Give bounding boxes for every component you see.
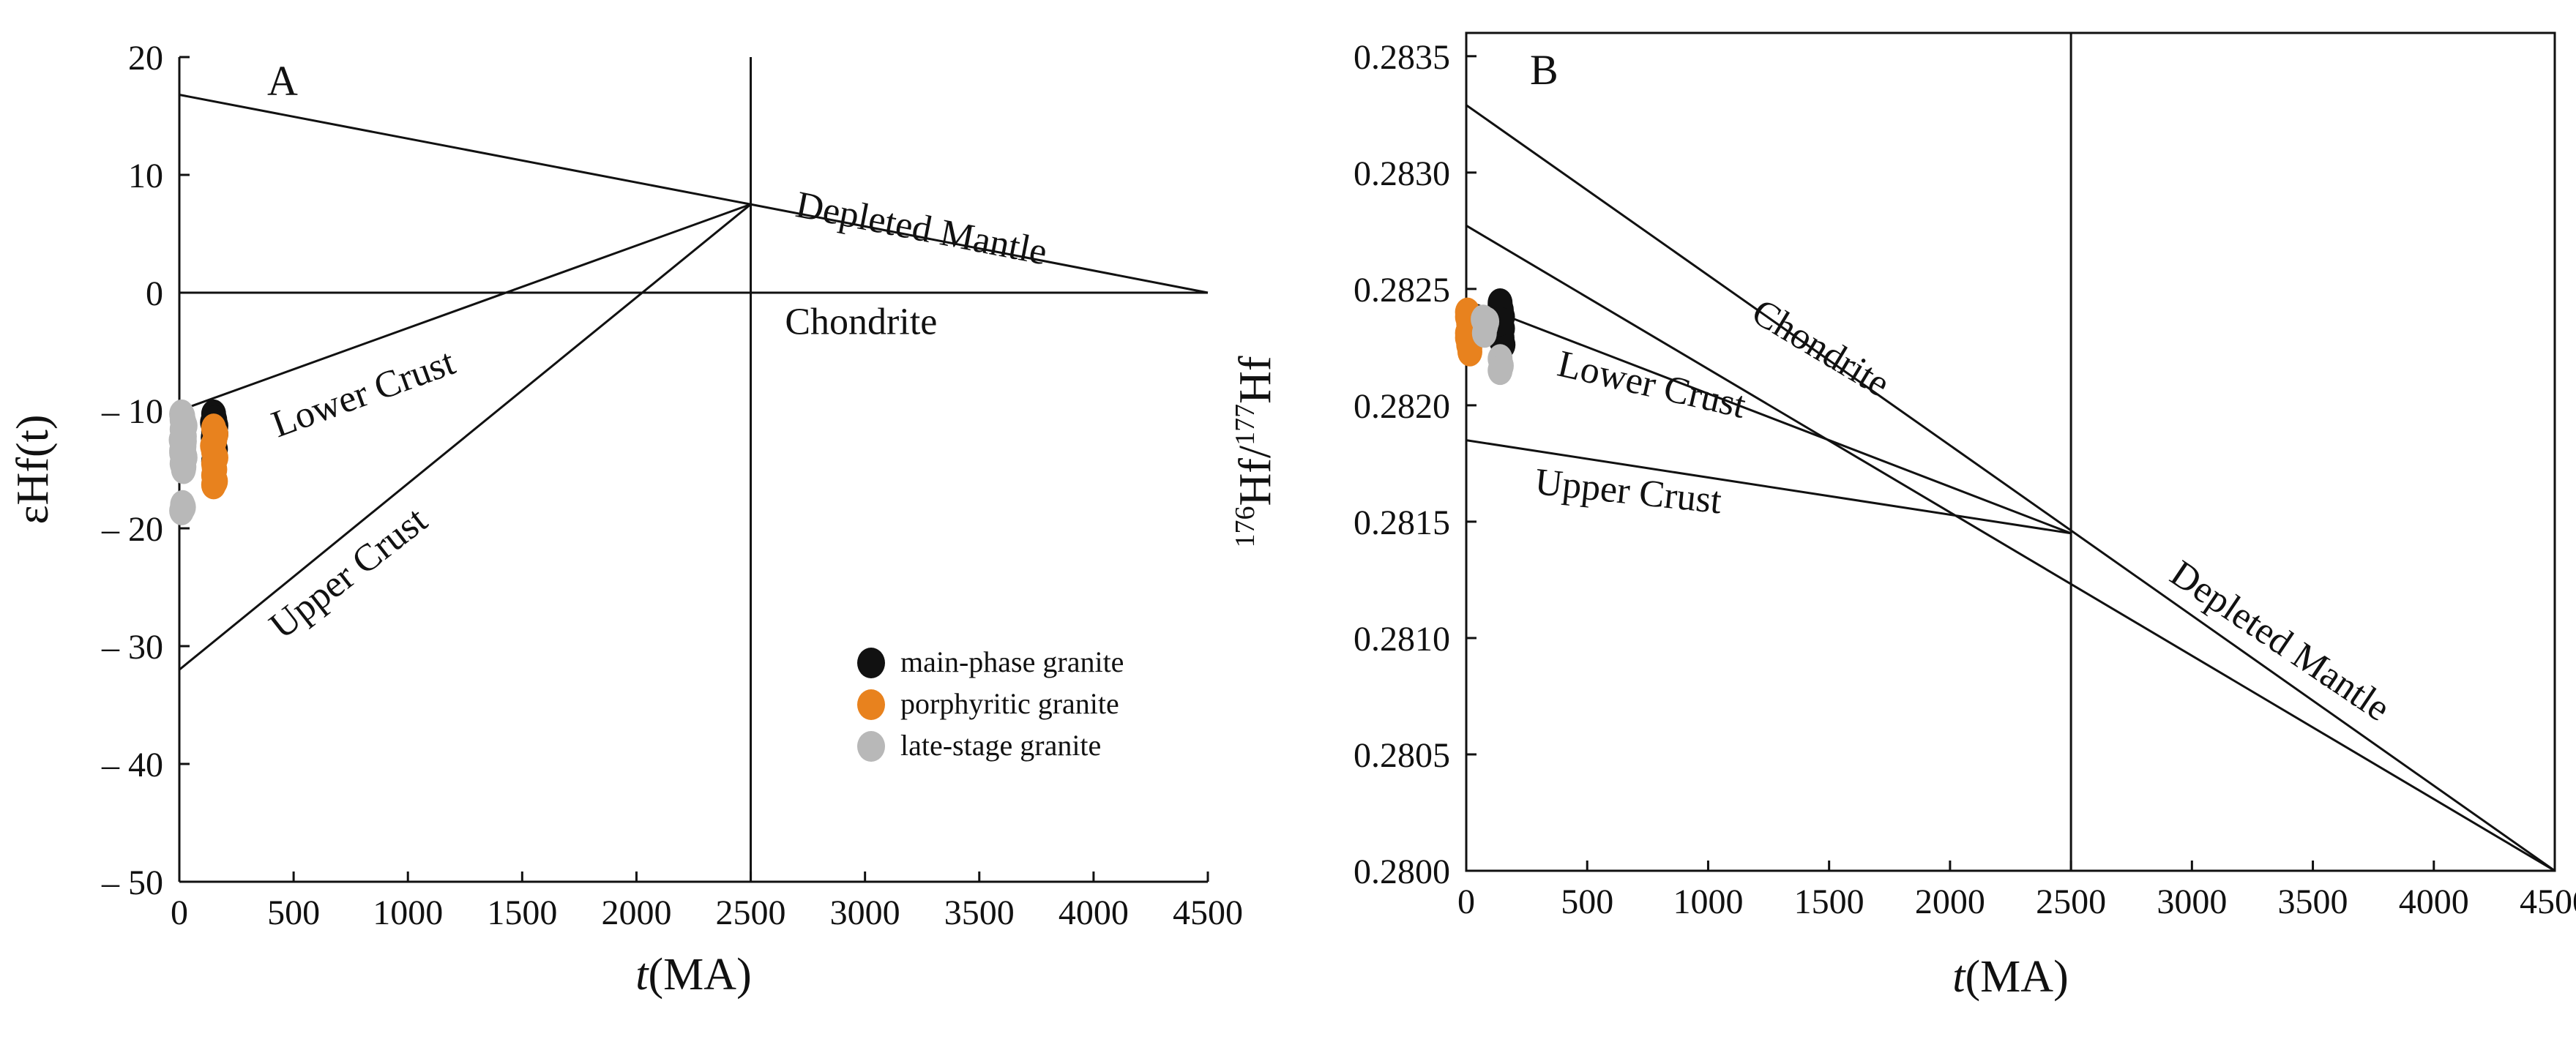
panel-b-line-chondrite — [1466, 225, 2556, 872]
panel-a-label-lower-crust: Lower Crust — [266, 341, 461, 446]
panel-a-y-tick-label: 0 — [146, 274, 163, 313]
panel-a-x-tick-label: 4500 — [1173, 893, 1243, 932]
panel-a-line-lower-crust — [179, 203, 752, 412]
panel-a-x-tick-label: 3000 — [830, 893, 900, 932]
panel-a-y-tick-label: 20 — [128, 39, 163, 78]
panel-a-x-tick-label: 1500 — [487, 893, 557, 932]
panel-a-point-porphyritic-granite — [201, 470, 226, 500]
panel-b-y-axis-title: 176Hf/177Hf — [1230, 356, 1280, 547]
panel-b-y-tick-label: 0.2805 — [1354, 736, 1450, 775]
panel-a-point-late-stage-granite — [170, 423, 195, 453]
panel-b-line-depleted-mantle — [1466, 104, 2556, 872]
panel-b-x-tick-label: 1500 — [1794, 882, 1864, 921]
panel-b-x-tick-label: 0 — [1457, 882, 1475, 921]
panel-b-y-tick-label: 0.2820 — [1354, 387, 1450, 426]
panel-b-x-tick-label: 2000 — [1915, 882, 1985, 921]
panel-b-chart: 0 500 1000 1500 2000 2500 3000 3500 4000 4500 0.28… — [1230, 31, 2576, 1002]
panel-b-point-porphyritic-granite — [1457, 337, 1482, 367]
panel-b-x-tick-label: 1000 — [1673, 882, 1743, 921]
panel-a-x-tick-label: 2500 — [716, 893, 786, 932]
panel-a-legend-label-late-stage-granite: late-stage granite — [900, 729, 1101, 762]
panel-b-x-tick-label: 4000 — [2399, 882, 2469, 921]
panel-b-x-tick-label: 500 — [1561, 882, 1613, 921]
panel-a-y-tick-label: – 50 — [101, 863, 163, 902]
panel-a-legend-marker-main-phase-granite — [857, 648, 885, 678]
panel-b-x-tick-label: 4500 — [2520, 882, 2576, 921]
panel-b-point-late-stage-granite — [1474, 307, 1500, 337]
panel-b-y-tick-label: 0.2835 — [1354, 38, 1450, 77]
panel-a-x-tick-label: 500 — [267, 893, 320, 932]
panel-a-y-tick-label: 10 — [128, 157, 163, 195]
panel-b-label-chondrite: Chondrite — [1744, 291, 1897, 405]
panel-a-y-axis-title: εHf(t) — [8, 415, 58, 525]
panel-b-y-tick-label: 0.2800 — [1354, 852, 1450, 891]
panel-b-label-depleted-mantle: Depleted Mantle — [2163, 552, 2397, 730]
panel-a-y-tick-label: – 20 — [101, 510, 163, 549]
panel-a-x-tick-label: 4000 — [1059, 893, 1129, 932]
panel-a-legend-label-main-phase-granite: main-phase granite — [900, 645, 1124, 678]
panel-b-line-upper-crust — [1466, 439, 2072, 535]
panel-b-letter: B — [1530, 46, 1558, 94]
panel-a-y-tick-label: – 10 — [101, 392, 163, 431]
panel-b-y-tick-label: 0.2825 — [1354, 271, 1450, 310]
panel-a-y-tick-label: – 40 — [101, 746, 163, 784]
panel-b-frame — [1465, 31, 2556, 872]
panel-a-x-tick-label: 0 — [171, 893, 188, 932]
panel-a-letter: A — [267, 57, 298, 105]
panel-a-legend-marker-porphyritic-granite — [857, 689, 885, 720]
panel-b-y-tick-label: 0.2810 — [1354, 620, 1450, 659]
panel-b-line-lower-crust — [1466, 299, 2072, 535]
panel-a-y-tick-label: – 30 — [101, 628, 163, 667]
panel-a-label-chondrite: Chondrite — [785, 301, 937, 342]
panel-a-point-late-stage-granite — [171, 492, 196, 522]
panel-b-x-tick-label: 3500 — [2278, 882, 2348, 921]
panel-a-line-depleted-mantle — [179, 94, 1209, 294]
panel-b-y-tick-label: 0.2830 — [1354, 154, 1450, 193]
panel-a-x-tick-label: 3500 — [944, 893, 1015, 932]
panel-b-y-tick-label: 0.2815 — [1354, 503, 1450, 542]
panel-b-x-tick-label: 3000 — [2157, 882, 2227, 921]
panel-a-x-tick-label: 1000 — [373, 893, 443, 932]
panel-b-label-lower-crust: Lower Crust — [1554, 343, 1750, 427]
panel-b-point-late-stage-granite — [1487, 356, 1513, 386]
panel-a-chart: 0 500 1000 1500 2000 2500 3000 3500 4000 4500 20 10… — [8, 39, 1243, 1000]
panel-b-label-upper-crust: Upper Crust — [1533, 461, 1724, 522]
panel-a-line-upper-crust — [179, 203, 752, 671]
panel-a-label-depleted-mantle: Depleted Mantle — [793, 184, 1050, 273]
panel-a-x-axis-title: t(MA) — [635, 950, 751, 1000]
panel-b-x-axis-title: t(MA) — [1952, 952, 2068, 1002]
panel-a-legend-marker-late-stage-granite — [857, 731, 885, 762]
panel-a-label-upper-crust: Upper Crust — [262, 499, 436, 648]
panel-a-point-late-stage-granite — [171, 454, 196, 484]
panel-a-x-tick-label: 2000 — [601, 893, 671, 932]
panel-a-legend-label-porphyritic-granite: porphyritic granite — [900, 687, 1119, 720]
panel-b-x-tick-label: 2500 — [2036, 882, 2106, 921]
